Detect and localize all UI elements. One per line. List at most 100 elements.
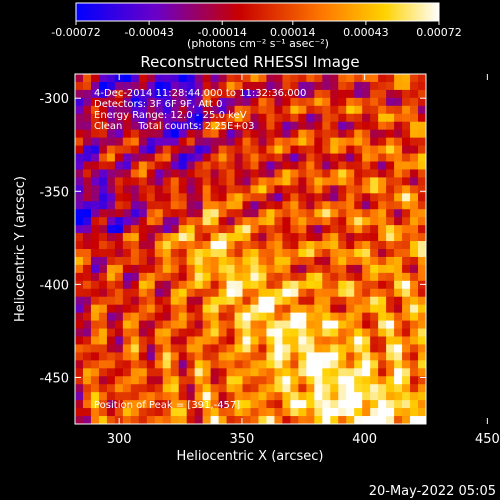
heatmap-cell bbox=[138, 408, 148, 417]
heatmap-cell bbox=[106, 392, 116, 401]
heatmap-cell bbox=[186, 256, 196, 266]
heatmap-cell bbox=[130, 304, 140, 314]
heatmap-cell bbox=[402, 272, 411, 282]
heatmap-cell bbox=[266, 233, 276, 242]
heatmap-cell bbox=[186, 344, 196, 353]
heatmap-cell bbox=[338, 105, 347, 115]
heatmap-cell bbox=[138, 256, 148, 266]
heatmap-cell bbox=[314, 336, 323, 346]
heatmap-cell bbox=[362, 320, 371, 330]
heatmap-cell bbox=[362, 81, 371, 91]
heatmap-cell bbox=[354, 81, 363, 91]
heatmap-cell bbox=[306, 392, 315, 401]
heatmap-cell bbox=[354, 225, 363, 234]
heatmap-cell bbox=[130, 320, 140, 330]
heatmap-cell bbox=[106, 169, 116, 178]
heatmap-cell bbox=[250, 320, 260, 330]
heatmap-cell bbox=[162, 113, 172, 123]
heatmap-cell bbox=[282, 169, 291, 178]
heatmap-cell bbox=[402, 233, 411, 242]
heatmap-cell bbox=[282, 113, 291, 123]
heatmap-cell bbox=[386, 121, 395, 131]
heatmap-cell bbox=[218, 74, 228, 83]
heatmap-cell bbox=[274, 320, 284, 330]
heatmap-cell bbox=[82, 177, 92, 186]
heatmap-cell bbox=[138, 225, 148, 234]
heatmap-cell bbox=[242, 201, 252, 210]
heatmap-cell bbox=[354, 408, 363, 417]
heatmap-cell bbox=[338, 312, 347, 322]
heatmap-cell bbox=[394, 89, 403, 99]
heatmap-cell bbox=[362, 129, 371, 139]
heatmap-cell bbox=[154, 272, 164, 282]
heatmap-cell bbox=[234, 185, 244, 194]
heatmap-cell bbox=[370, 201, 379, 210]
heatmap-cell bbox=[298, 74, 307, 83]
heatmap-cell bbox=[282, 121, 291, 131]
heatmap-cell bbox=[202, 161, 212, 171]
heatmap-cell bbox=[362, 145, 371, 155]
heatmap-cell bbox=[314, 217, 323, 226]
heatmap-cell bbox=[82, 416, 92, 424]
heatmap-cell bbox=[82, 296, 92, 306]
heatmap-cell bbox=[338, 161, 347, 171]
heatmap-cell bbox=[314, 272, 323, 282]
heatmap-cell bbox=[314, 280, 323, 290]
heatmap-cell bbox=[242, 384, 252, 393]
heatmap-cell bbox=[250, 288, 260, 298]
heatmap-cell bbox=[354, 312, 363, 322]
heatmap-cell bbox=[242, 416, 252, 424]
heatmap-cell bbox=[394, 312, 403, 322]
heatmap-cell bbox=[338, 217, 347, 226]
heatmap-cell bbox=[75, 376, 84, 385]
heatmap-cell bbox=[362, 153, 371, 163]
heatmap-cell bbox=[82, 360, 92, 369]
heatmap-cell bbox=[170, 352, 180, 361]
heatmap-cell bbox=[274, 217, 284, 226]
heatmap-cell bbox=[370, 89, 379, 99]
heatmap-cell bbox=[90, 121, 100, 131]
heatmap-cell bbox=[154, 256, 164, 266]
heatmap-cell bbox=[162, 376, 172, 385]
heatmap-cell bbox=[170, 376, 180, 385]
heatmap-cell bbox=[314, 89, 323, 99]
heatmap-cell bbox=[98, 74, 108, 83]
heatmap-cell bbox=[146, 153, 156, 163]
heatmap-cell bbox=[362, 169, 371, 178]
heatmap-cell bbox=[266, 280, 276, 290]
heatmap-cell bbox=[354, 233, 363, 242]
heatmap-cell bbox=[354, 129, 363, 139]
heatmap-cell bbox=[154, 137, 164, 147]
heatmap-cell bbox=[210, 193, 220, 202]
heatmap-cell bbox=[266, 320, 276, 330]
heatmap-cell bbox=[306, 384, 315, 393]
heatmap-cell bbox=[210, 201, 220, 210]
heatmap-cell bbox=[314, 360, 323, 369]
heatmap-cell bbox=[226, 129, 236, 139]
heatmap-cell bbox=[186, 145, 196, 155]
heatmap-cell bbox=[362, 105, 371, 115]
heatmap-cell bbox=[378, 360, 387, 369]
heatmap-cell bbox=[370, 368, 379, 377]
heatmap-cell bbox=[274, 272, 284, 282]
heatmap-cell bbox=[194, 280, 204, 290]
heatmap-cell bbox=[106, 376, 116, 385]
heatmap-cell bbox=[418, 416, 426, 424]
heatmap-cell bbox=[258, 97, 268, 107]
heatmap-cell bbox=[186, 360, 196, 369]
heatmap-cell bbox=[146, 137, 156, 147]
heatmap-cell bbox=[402, 153, 411, 163]
heatmap-cell bbox=[338, 193, 347, 202]
heatmap-cell bbox=[234, 264, 244, 274]
heatmap-cell bbox=[402, 320, 411, 330]
heatmap-cell bbox=[290, 74, 299, 83]
heatmap-cell bbox=[306, 400, 315, 409]
heatmap-cell bbox=[282, 360, 291, 369]
heatmap-cell bbox=[218, 89, 228, 99]
heatmap-cell bbox=[194, 384, 204, 393]
heatmap-cell bbox=[242, 392, 252, 401]
heatmap-cell bbox=[258, 105, 268, 115]
heatmap-cell bbox=[410, 328, 419, 338]
heatmap-cell bbox=[170, 169, 180, 178]
heatmap-cell bbox=[330, 400, 339, 409]
